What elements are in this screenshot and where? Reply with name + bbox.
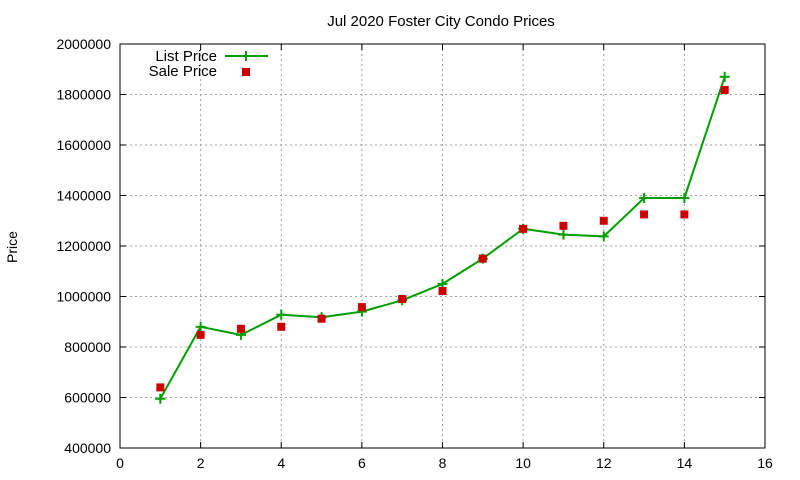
point-sale-price — [478, 254, 487, 263]
x-tick-label: 2 — [197, 455, 205, 471]
y-tick-label: 1000000 — [56, 289, 111, 305]
x-tick-label: 10 — [515, 455, 531, 471]
point-sale-price — [317, 314, 326, 323]
x-tick-label: 4 — [277, 455, 285, 471]
point-sale-price — [599, 216, 608, 225]
y-tick-label: 2000000 — [56, 36, 111, 52]
point-sale-price — [357, 303, 366, 312]
point-sale-price — [156, 383, 165, 392]
y-axis-label: Price — [4, 231, 20, 263]
point-list-price — [558, 229, 569, 240]
point-list-price — [719, 71, 730, 82]
y-tick-label: 800000 — [64, 339, 111, 355]
point-list-price — [195, 321, 206, 332]
point-list-price — [639, 193, 650, 204]
point-sale-price — [236, 324, 245, 333]
legend-label-sale-price: Sale Price — [149, 63, 217, 80]
point-list-price — [598, 231, 609, 242]
x-tick-label: 6 — [358, 455, 366, 471]
y-tick-label: 600000 — [64, 390, 111, 406]
y-tick-label: 400000 — [64, 440, 111, 456]
point-sale-price — [559, 221, 568, 230]
x-tick-label: 14 — [677, 455, 693, 471]
legend-marker-sale-price — [242, 68, 250, 76]
chart-title: Jul 2020 Foster City Condo Prices — [327, 13, 555, 30]
grid — [120, 44, 765, 448]
point-sale-price — [277, 322, 286, 331]
plot-series — [155, 71, 730, 404]
point-sale-price — [398, 295, 407, 304]
point-list-price — [155, 393, 166, 404]
point-sale-price — [438, 286, 447, 295]
point-sale-price — [640, 210, 649, 219]
x-tick-label: 16 — [757, 455, 773, 471]
legend-label-list-price: List Price — [155, 48, 217, 65]
x-tick-label: 0 — [116, 455, 124, 471]
plot-area-frame — [119, 43, 766, 449]
y-tick-label: 1800000 — [56, 87, 111, 103]
x-tick-label: 12 — [596, 455, 612, 471]
legend: List Price Sale Price — [149, 48, 268, 80]
point-sale-price — [519, 224, 528, 233]
legend-marker-list-price — [241, 51, 251, 61]
point-sale-price — [680, 210, 689, 219]
point-sale-price — [196, 330, 205, 339]
x-tick-label: 8 — [439, 455, 447, 471]
point-list-price — [679, 193, 690, 204]
y-tick-label: 1400000 — [56, 188, 111, 204]
y-tick-label: 1600000 — [56, 137, 111, 153]
axis-ticks: 0 2 4 6 8 10 12 14 16 400000 600000 800000 1000000 12… — [56, 36, 773, 471]
y-tick-label: 1200000 — [56, 238, 111, 254]
point-sale-price — [720, 85, 729, 94]
point-list-price — [276, 309, 287, 320]
